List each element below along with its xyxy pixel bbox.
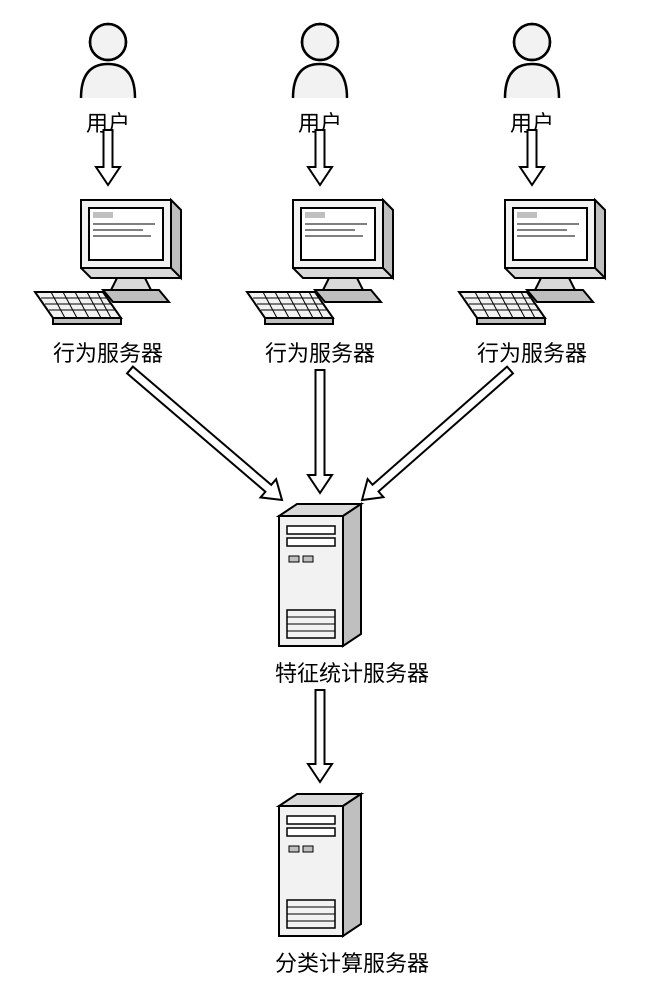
node-pc2: 行为服务器 <box>245 190 395 368</box>
node-label-pc2: 行为服务器 <box>245 336 395 368</box>
node-user1: 用户 <box>73 20 143 138</box>
node-label-pc1: 行为服务器 <box>33 336 183 368</box>
user-icon <box>285 20 355 100</box>
diagram-canvas: 用户 用户 用户 <box>0 0 660 1000</box>
user-icon <box>73 20 143 100</box>
arrow <box>484 130 532 209</box>
arrow <box>60 130 108 209</box>
computer-icon <box>245 190 395 330</box>
arrow <box>99 370 300 552</box>
node-user3: 用户 <box>497 20 567 138</box>
user-icon <box>497 20 567 100</box>
node-class: 分类计算服务器 <box>275 790 365 978</box>
computer-icon <box>457 190 607 330</box>
arrow <box>272 370 320 517</box>
node-user2: 用户 <box>285 20 355 138</box>
arrow <box>272 130 320 209</box>
arrow <box>272 690 320 806</box>
node-label-stat: 特征统计服务器 <box>275 656 365 688</box>
computer-icon <box>33 190 183 330</box>
node-pc1: 行为服务器 <box>33 190 183 368</box>
node-label-class: 分类计算服务器 <box>275 946 365 978</box>
server-icon <box>275 790 365 940</box>
